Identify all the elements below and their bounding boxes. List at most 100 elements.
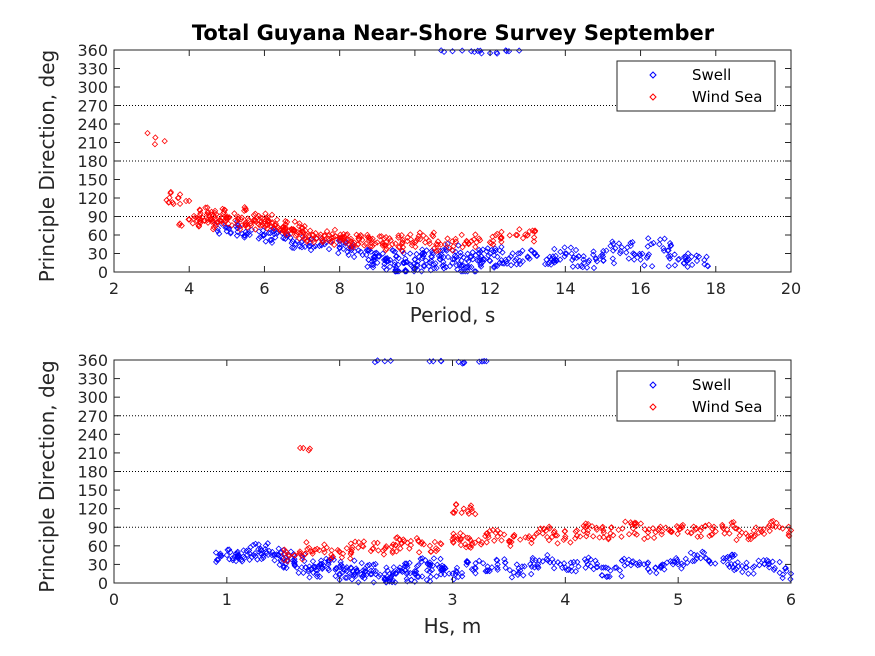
data-point [275, 551, 282, 559]
data-point [472, 565, 479, 572]
data-point [496, 259, 504, 266]
data-point [213, 556, 221, 563]
data-point [465, 240, 472, 247]
data-point [701, 261, 708, 268]
data-point [513, 255, 520, 262]
data-point [731, 566, 738, 574]
data-point [609, 247, 617, 254]
data-point [561, 535, 569, 542]
data-point [427, 257, 435, 264]
data-point [333, 564, 341, 572]
data-point [645, 235, 652, 242]
data-point [409, 239, 416, 247]
data-point [465, 510, 472, 517]
data-point [695, 253, 703, 260]
data-point [531, 564, 538, 571]
data-point [258, 555, 265, 563]
data-point [252, 540, 259, 548]
data-point [499, 260, 506, 267]
data-point [381, 576, 388, 583]
data-point [585, 257, 593, 264]
data-point [406, 250, 414, 257]
data-point [458, 569, 466, 577]
data-point [367, 248, 375, 255]
legend-marker [649, 381, 657, 389]
data-point [563, 566, 571, 574]
data-point [347, 555, 354, 562]
data-point [213, 211, 220, 218]
data-point [293, 564, 301, 571]
data-point [523, 232, 531, 239]
data-point [360, 572, 367, 579]
data-point [406, 559, 413, 567]
data-point [650, 239, 657, 247]
data-point [296, 548, 304, 555]
data-point [703, 253, 710, 260]
y-tick-label: 240 [77, 425, 108, 444]
data-point [527, 561, 534, 568]
data-point [312, 564, 319, 571]
data-point [584, 530, 591, 537]
data-point [760, 530, 768, 538]
data-point [343, 574, 351, 581]
data-point [421, 250, 428, 258]
data-point [211, 220, 219, 227]
data-point [170, 200, 177, 208]
reference-lines [114, 105, 791, 217]
data-point [621, 562, 629, 569]
data-point [276, 225, 283, 233]
data-point [678, 565, 685, 572]
data-point [508, 538, 515, 546]
data-point [776, 524, 783, 531]
data-point [440, 48, 448, 56]
data-point [399, 247, 406, 255]
data-point [387, 357, 394, 364]
data-point [437, 540, 444, 547]
data-point [389, 569, 397, 576]
data-point [252, 210, 259, 217]
data-point [363, 247, 371, 254]
data-point [229, 555, 236, 562]
data-point [526, 228, 533, 235]
data-point [270, 228, 277, 235]
data-point [606, 573, 613, 580]
data-point [166, 194, 173, 201]
data-point [534, 563, 541, 570]
data-point [350, 253, 358, 261]
data-point [282, 225, 289, 233]
data-point [195, 223, 203, 230]
chart-title: Total Guyana Near-Shore Survey September [192, 21, 715, 45]
data-point [325, 559, 332, 566]
data-point [298, 224, 305, 232]
y-tick-label: 300 [77, 78, 108, 97]
data-point [744, 532, 752, 540]
data-point [503, 258, 510, 265]
x-tick-label: 0 [109, 590, 119, 609]
data-point [325, 245, 333, 253]
data-point [684, 528, 691, 536]
data-point [296, 220, 303, 227]
data-point [338, 554, 346, 561]
data-point [399, 240, 406, 247]
data-point [522, 231, 529, 238]
data-point [262, 542, 270, 549]
data-point [539, 558, 546, 565]
data-point [376, 253, 383, 260]
data-point [682, 255, 689, 262]
data-point [460, 254, 467, 261]
data-point [517, 536, 524, 543]
data-point [268, 211, 276, 218]
data-point [399, 236, 406, 244]
data-point [345, 251, 352, 259]
data-point [461, 359, 468, 366]
data-point [613, 564, 620, 571]
data-point [383, 564, 390, 571]
series-wind-sea [144, 129, 539, 255]
data-point [709, 525, 716, 532]
data-point [492, 232, 499, 239]
data-point [233, 232, 241, 239]
data-point [464, 250, 471, 257]
data-point [371, 253, 378, 260]
data-point [289, 557, 297, 565]
data-point [493, 49, 500, 56]
